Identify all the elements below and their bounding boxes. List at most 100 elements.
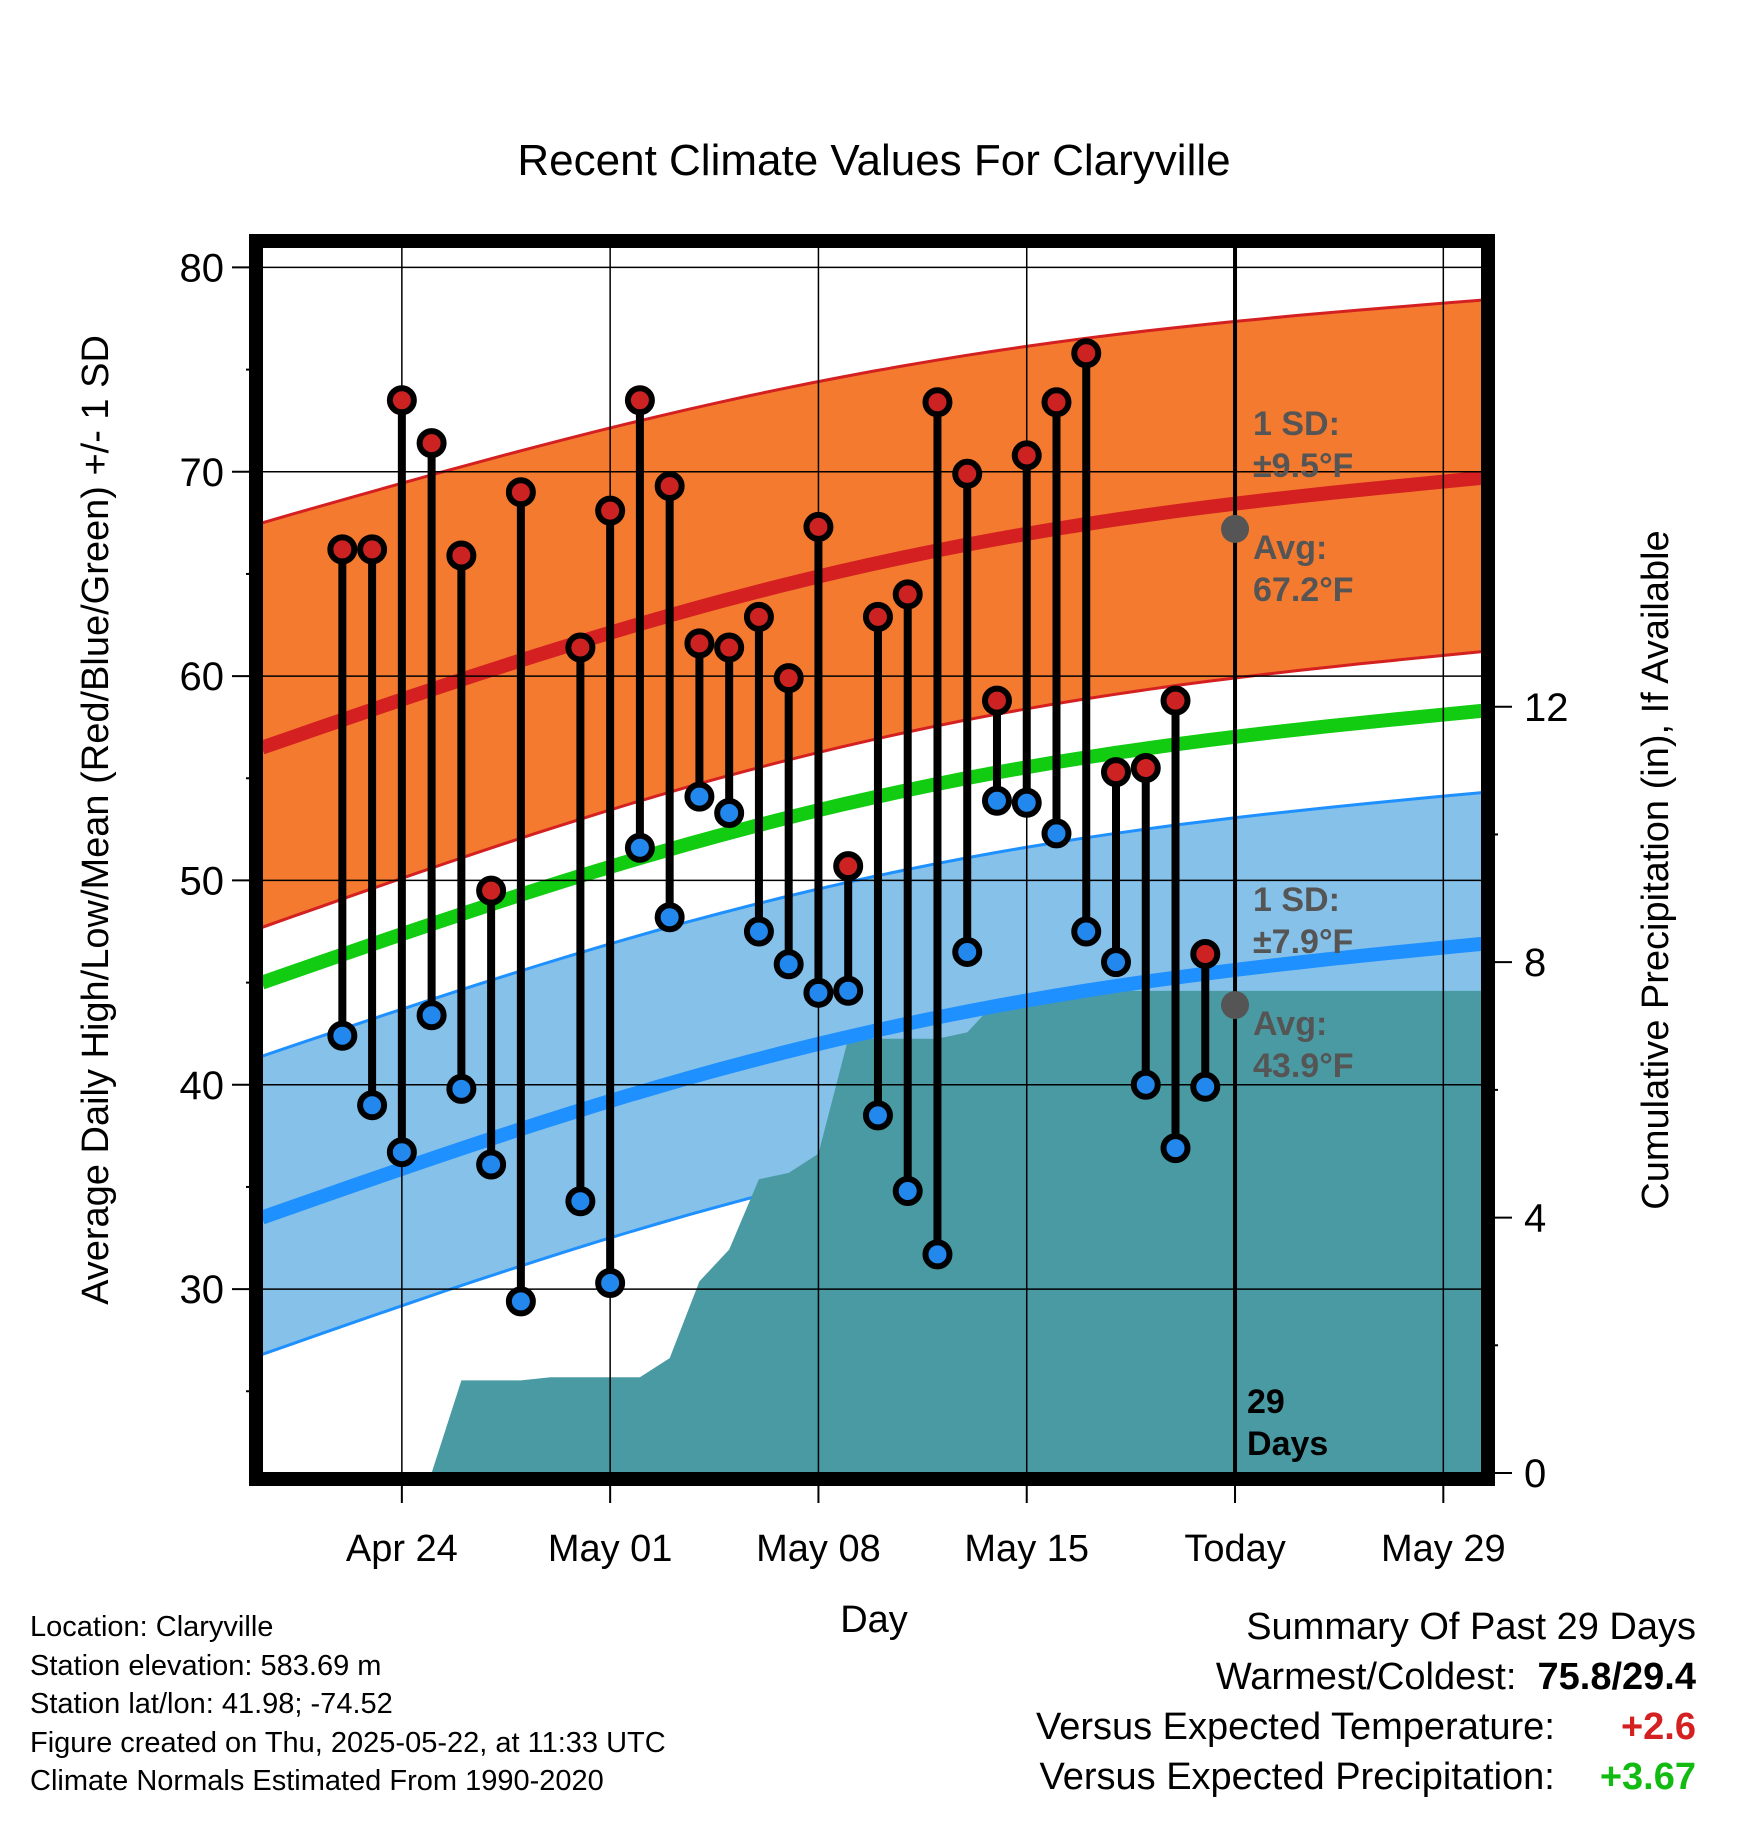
low-avg-line [262, 936, 1482, 1225]
low-avg-label: Avg: [1253, 1005, 1327, 1043]
y-tick-label-50: 50 [180, 859, 225, 903]
info-latlon: Station lat/lon: 41.98; -74.52 [30, 1688, 393, 1720]
high-marker [773, 663, 804, 694]
summary-precip-value: +3.67 [1599, 1756, 1696, 1798]
high-marker [446, 540, 477, 571]
low-marker [922, 1239, 953, 1270]
low-marker [1041, 818, 1072, 849]
high-marker [952, 458, 983, 489]
low-marker [1130, 1069, 1161, 1100]
high-avg-value: 67.2°F [1253, 571, 1354, 609]
y-axis-label: Average Daily High/Low/Mean (Red/Blue/Gr… [75, 335, 117, 1305]
low-marker [327, 1020, 358, 1051]
high-upper-line [262, 298, 1482, 525]
low-marker [446, 1073, 477, 1104]
high-marker [684, 628, 715, 659]
x-tick-label-16: May 08 [756, 1528, 881, 1570]
days-count-label: 29 [1247, 1383, 1285, 1421]
y2-axis-label: Cumulative Precipitation (in), If Availa… [1635, 530, 1677, 1209]
y-tick-label-40: 40 [180, 1064, 225, 1108]
low-sd-value: ±7.9°F [1253, 923, 1353, 961]
low-marker [981, 785, 1012, 816]
low-marker [1160, 1133, 1191, 1164]
info-location: Location: Claryville [30, 1611, 274, 1643]
high-marker [892, 579, 923, 610]
low-marker [714, 798, 745, 829]
x-tick-label-37: May 29 [1381, 1528, 1506, 1570]
low-marker [684, 781, 715, 812]
station-info: Location: Claryville Station elevation: … [30, 1608, 666, 1801]
high-marker [1101, 757, 1131, 788]
low-marker [1190, 1071, 1221, 1102]
summary-precip-label: Versus Expected Precipitation: [1039, 1756, 1555, 1798]
low-marker [386, 1137, 417, 1168]
today-high-avg-dot [1221, 514, 1250, 543]
plot-frame [249, 234, 1495, 1486]
high-marker [357, 534, 388, 565]
high-marker [922, 387, 953, 418]
high-marker [416, 428, 447, 459]
high-marker [1071, 338, 1102, 369]
high-avg-label: Avg: [1253, 529, 1327, 567]
x-tick-label-9: May 01 [548, 1528, 673, 1570]
low-marker [862, 1100, 893, 1131]
y2-tick-label-12: 12 [1524, 686, 1569, 730]
high-marker [327, 534, 358, 565]
x-tick-label-2: Apr 24 [346, 1528, 458, 1570]
plot-inner [262, 247, 1482, 1473]
low-marker [833, 975, 864, 1006]
chart-title: Recent Climate Values For Claryville [517, 136, 1230, 185]
summary-panel: Summary Of Past 29 Days Warmest/Coldest:… [1036, 1602, 1696, 1802]
low-marker [416, 1000, 447, 1031]
summary-warmest-row: Warmest/Coldest: 75.8/29.4 [1036, 1652, 1696, 1702]
y-tick-label-70: 70 [180, 451, 225, 495]
y-tick-label-80: 80 [180, 246, 225, 290]
high-sd-value: ±9.5°F [1253, 447, 1353, 485]
high-marker [803, 511, 834, 542]
low-marker [952, 936, 983, 967]
low-marker [565, 1186, 596, 1217]
x-tick-label-30: Today [1184, 1528, 1285, 1570]
high-marker [565, 632, 596, 663]
high-marker [1130, 753, 1161, 784]
summary-warmest-value: 75.8/29.4 [1537, 1656, 1696, 1698]
high-marker [1041, 387, 1072, 418]
high-marker [386, 385, 417, 416]
high-sd-label: 1 SD: [1253, 405, 1340, 443]
high-marker [476, 875, 507, 906]
y2-tick-label-8: 8 [1524, 941, 1546, 985]
summary-temp-row: Versus Expected Temperature: +2.6 [1036, 1702, 1696, 1752]
y2-tick-label-4: 4 [1524, 1197, 1546, 1241]
high-marker [981, 685, 1012, 716]
low-marker [624, 832, 655, 863]
y2-tick-label-0: 0 [1524, 1452, 1546, 1496]
high-marker [862, 601, 893, 632]
summary-precip-row: Versus Expected Precipitation: +3.67 [1036, 1752, 1696, 1802]
summary-title: Summary Of Past 29 Days [1246, 1606, 1696, 1648]
high-marker [714, 632, 745, 663]
low-marker [892, 1176, 923, 1207]
high-marker [833, 851, 864, 882]
low-marker [773, 949, 804, 980]
low-marker [743, 916, 774, 947]
info-created: Figure created on Thu, 2025-05-22, at 11… [30, 1726, 666, 1759]
y-tick-label-60: 60 [180, 655, 225, 699]
low-marker [803, 977, 834, 1008]
summary-temp-label: Versus Expected Temperature: [1035, 1706, 1555, 1748]
x-axis-label: Day [840, 1599, 908, 1641]
x-tick-label-23: May 15 [964, 1528, 1089, 1570]
plot-area: 1 SD: ±9.5°F Avg: 67.2°F 1 SD: ±7.9°F Avg: 43.9… [180, 234, 1569, 1570]
high-marker [1190, 938, 1221, 969]
high-marker [1011, 440, 1042, 471]
precip-area [342, 990, 1482, 1473]
summary-temp-value: +2.6 [1620, 1706, 1696, 1748]
low-marker [595, 1267, 626, 1298]
high-marker [1160, 685, 1191, 716]
low-marker [654, 902, 685, 933]
high-marker [595, 495, 626, 526]
low-avg-value: 43.9°F [1253, 1047, 1354, 1085]
high-marker [743, 601, 774, 632]
info-normals: Climate Normals Estimated From 1990-2020 [30, 1765, 604, 1797]
low-marker [1071, 916, 1102, 947]
